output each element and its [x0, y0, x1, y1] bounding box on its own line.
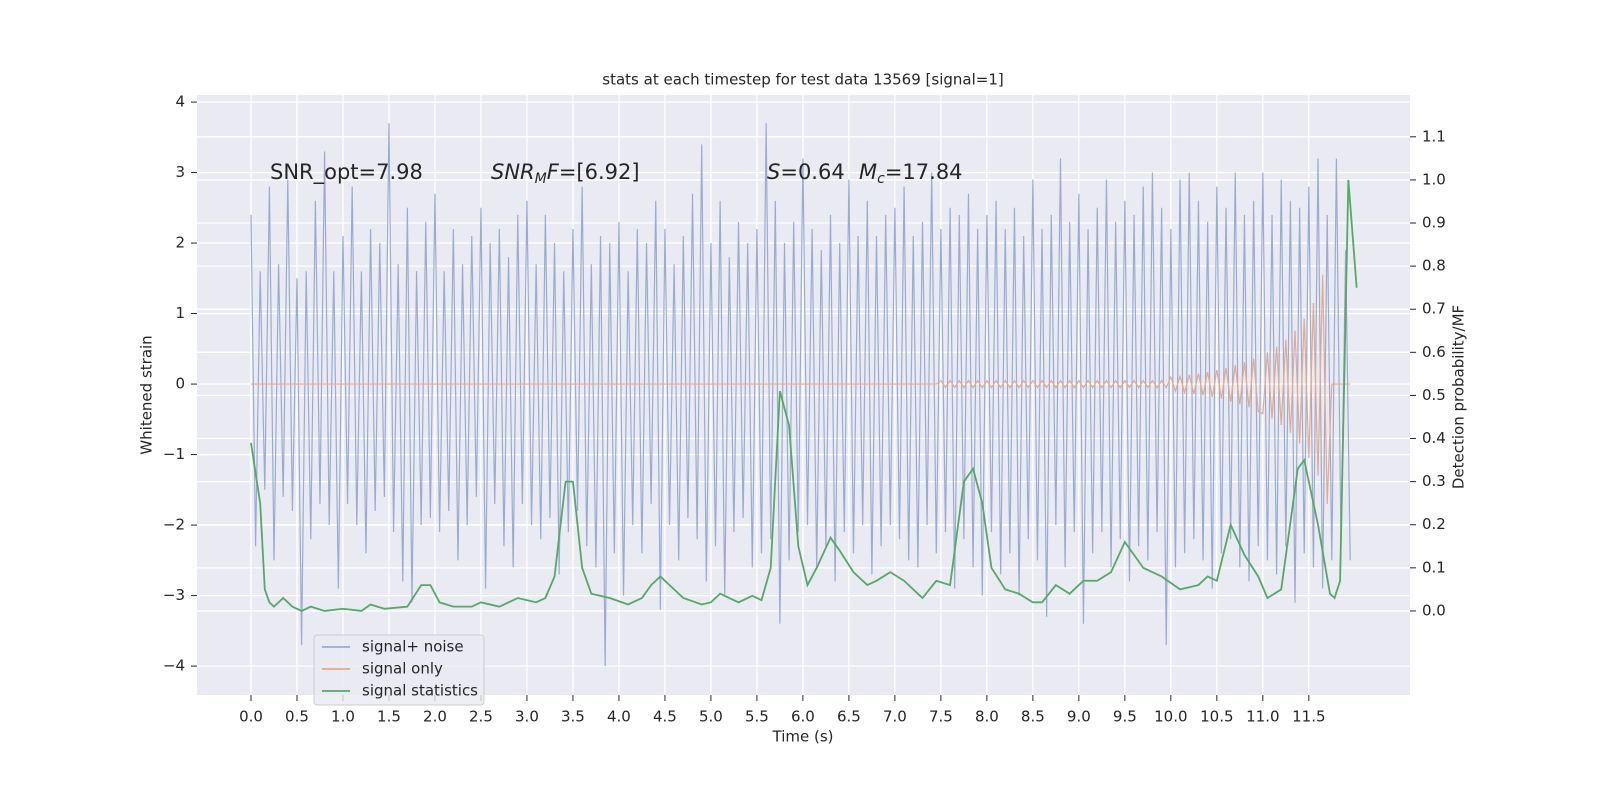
legend-label: signal only: [362, 660, 443, 678]
x-tick-label: 1.5: [377, 708, 401, 726]
annotation-part: SNR: [491, 160, 535, 184]
series-line: [250, 179, 1358, 612]
x-tick-label: 6.5: [837, 708, 861, 726]
x-tick-label: 11.0: [1246, 708, 1279, 726]
annotation-part: SNR_opt=7.98: [270, 160, 423, 185]
y2-tick-label: 0.9: [1422, 214, 1446, 232]
annotation: SNRMF=[6.92]: [491, 160, 640, 187]
x-tick-label: 3.5: [561, 708, 585, 726]
y2-tick-label: 0.3: [1422, 472, 1446, 490]
x-tick-label: 11.5: [1292, 708, 1325, 726]
x-tick-label: 2.0: [423, 708, 447, 726]
y2-tick-label: 1.0: [1422, 170, 1446, 188]
annotation-part: c: [877, 171, 885, 187]
annotation: S=0.64: [767, 160, 845, 184]
x-tick-label: 8.5: [1021, 708, 1045, 726]
x-tick-label: 5.0: [699, 708, 723, 726]
x-tick-label: 0.0: [239, 708, 263, 726]
annotation-part: =[6.92]: [559, 160, 640, 184]
series-line: [250, 274, 1351, 504]
chart-title: stats at each timestep for test data 135…: [602, 71, 1003, 89]
marks: [250, 123, 1358, 667]
x-tick-label: 6.0: [791, 708, 815, 726]
y2-tick-label: 0.8: [1422, 257, 1446, 275]
x-tick-label: 10.0: [1154, 708, 1187, 726]
x-tick-label: 9.0: [1067, 708, 1091, 726]
x-tick-label: 2.5: [469, 708, 493, 726]
y2-axis-label: Detection probability/MF: [1450, 305, 1468, 489]
x-tick-label: 1.0: [331, 708, 355, 726]
y2-tick-label: 1.1: [1422, 127, 1446, 145]
legend-label: signal+ noise: [362, 638, 464, 656]
annotation: SNR_opt=7.98: [270, 160, 423, 185]
x-axis-label: Time (s): [772, 728, 834, 746]
y-tick-label: 1: [175, 304, 185, 322]
annotation-part: =0.64: [780, 160, 844, 184]
annotation-part: M: [859, 160, 877, 184]
y-tick-label: −4: [163, 657, 185, 675]
x-tick-label: 8.0: [975, 708, 999, 726]
x-tick-label: 0.5: [285, 708, 309, 726]
x-tick-label: 5.5: [745, 708, 769, 726]
y-tick-label: −2: [163, 516, 185, 534]
y-tick-label: 2: [175, 234, 185, 252]
y-tick-label: 3: [175, 163, 185, 181]
y2-tick-label: 0.7: [1422, 300, 1446, 318]
annotation: Mc=17.84: [859, 160, 963, 187]
annotation-part: M: [535, 171, 547, 187]
y2-tick-label: 0.4: [1422, 429, 1446, 447]
annotation-part: =17.84: [885, 160, 963, 184]
x-tick-label: 7.0: [883, 708, 907, 726]
labels: 0.0 0.5 1.0 1.5 2.0 2.5 3.0 3.5 4.0 4.5 5.0 5.5 6.0 6…: [163, 93, 1446, 726]
legend-label: signal statistics: [362, 682, 478, 700]
y-axis-label: Whitened strain: [138, 335, 156, 454]
series-line: [250, 123, 1351, 667]
legend-box: [313, 634, 485, 706]
y2-tick-label: 0.0: [1422, 601, 1446, 619]
y2-tick-label: 0.5: [1422, 386, 1446, 404]
y2-tick-label: 0.6: [1422, 343, 1446, 361]
x-tick-label: 4.0: [607, 708, 631, 726]
y-tick-label: −3: [163, 586, 185, 604]
annotation-part: F: [547, 160, 560, 184]
x-tick-label: 9.5: [1113, 708, 1137, 726]
x-tick-label: 3.0: [515, 708, 539, 726]
annotation-part: S: [767, 160, 780, 184]
y-tick-label: 4: [175, 93, 185, 111]
x-tick-label: 4.5: [653, 708, 677, 726]
y2-tick-label: 0.2: [1422, 515, 1446, 533]
x-tick-label: 7.5: [929, 708, 953, 726]
x-tick-label: 10.5: [1200, 708, 1233, 726]
y-tick-label: 0: [175, 375, 185, 393]
y-tick-label: −1: [163, 445, 185, 463]
y2-tick-label: 0.1: [1422, 558, 1446, 576]
